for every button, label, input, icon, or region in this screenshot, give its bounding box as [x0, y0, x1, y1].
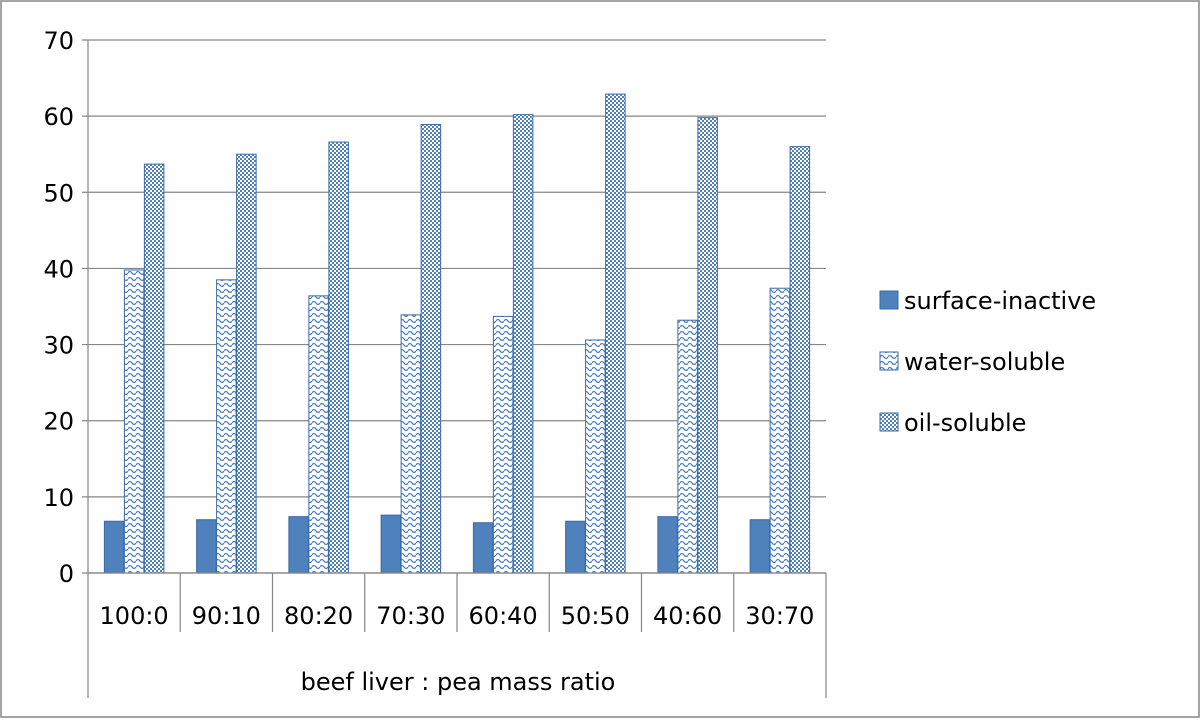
- x-tick-label: 60:40: [469, 602, 538, 630]
- bar-water-soluble-80-20: [308, 295, 329, 574]
- bar-surface-inactive-50-50: [565, 520, 586, 574]
- bar-surface-inactive-90-10: [196, 519, 217, 574]
- y-tick-label: 20: [43, 408, 74, 436]
- bar-surface-inactive-80-20: [288, 516, 309, 574]
- bar-surface-inactive-70-30: [380, 514, 402, 574]
- legend-label-oil-soluble: oil-soluble: [904, 409, 1026, 437]
- bar-oil-soluble-60-40: [512, 114, 534, 574]
- x-tick-label: 30:70: [745, 602, 814, 630]
- bar-oil-soluble-100-0: [143, 163, 165, 574]
- bar-water-soluble-60-40: [492, 315, 514, 574]
- bar-surface-inactive-40-60: [657, 516, 678, 574]
- y-tick-label: 50: [43, 179, 74, 207]
- bar-oil-soluble-40-60: [697, 117, 718, 574]
- bar-surface-inactive-30-70: [749, 519, 771, 574]
- legend-swatch-oil-soluble: [879, 412, 899, 432]
- legend-label-surface-inactive: surface-inactive: [904, 287, 1096, 315]
- y-tick-label: 60: [43, 103, 74, 131]
- legend-label-water-soluble: water-soluble: [904, 348, 1065, 376]
- x-tick-label: 40:60: [653, 602, 722, 630]
- y-tick-label: 10: [43, 484, 74, 512]
- bar-water-soluble-70-30: [400, 314, 422, 574]
- bar-oil-soluble-80-20: [328, 141, 349, 574]
- y-tick-label: 40: [43, 255, 74, 283]
- bar-water-soluble-100-0: [123, 269, 145, 574]
- bar-water-soluble-90-10: [216, 279, 237, 574]
- bar-surface-inactive-60-40: [472, 522, 494, 574]
- x-tick-label: 100:0: [100, 602, 169, 630]
- x-tick-label: 70:30: [376, 602, 445, 630]
- legend-swatch-surface-inactive: [879, 290, 899, 310]
- x-tick-label: 50:50: [561, 602, 630, 630]
- y-tick-label: 30: [43, 332, 74, 360]
- y-tick-label: 0: [59, 560, 74, 588]
- bar-water-soluble-30-70: [769, 287, 791, 574]
- bar-surface-inactive-100-0: [103, 520, 125, 574]
- x-axis-title: beef liver : pea mass ratio: [301, 668, 616, 696]
- bar-oil-soluble-50-50: [605, 93, 626, 574]
- x-tick-label: 80:20: [284, 602, 353, 630]
- bar-oil-soluble-90-10: [236, 153, 257, 574]
- bar-oil-soluble-70-30: [420, 124, 442, 574]
- y-tick-label: 70: [43, 27, 74, 55]
- bar-water-soluble-50-50: [585, 339, 606, 574]
- x-tick-label: 90:10: [192, 602, 261, 630]
- legend-swatch-water-soluble: [879, 351, 899, 371]
- bar-oil-soluble-30-70: [789, 146, 811, 574]
- bar-water-soluble-40-60: [677, 319, 698, 574]
